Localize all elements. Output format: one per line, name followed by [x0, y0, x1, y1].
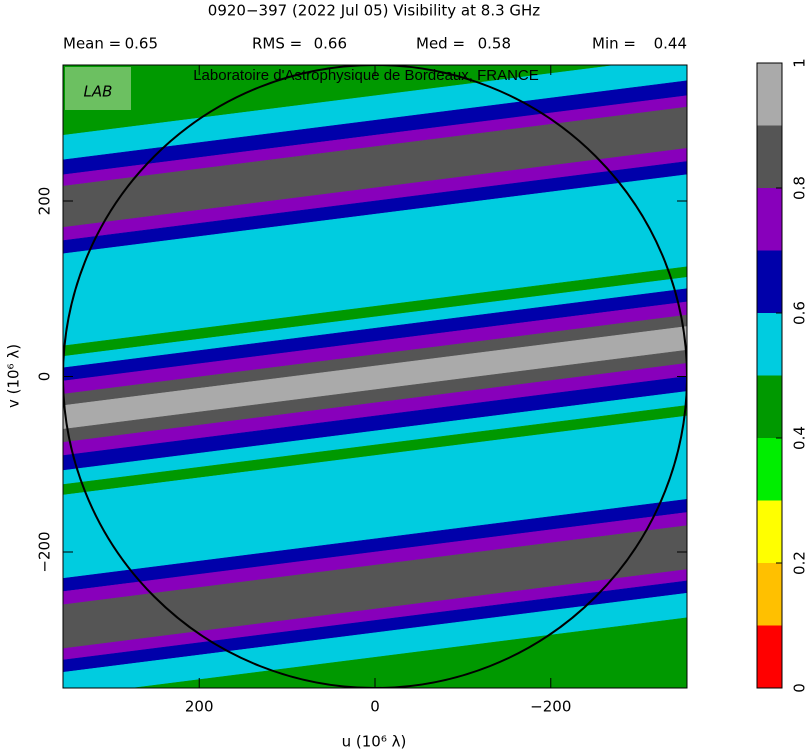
- x-axis-label: u (10⁶ λ): [342, 733, 407, 751]
- colorbar-tick-label: 1: [791, 58, 809, 68]
- colorbar-tick-label: 0: [791, 683, 809, 693]
- logo: LAB: [84, 83, 113, 101]
- x-tick-label: −200: [530, 698, 571, 716]
- y-axis-label: v (10⁶ λ): [5, 344, 23, 408]
- watermark: Laboratoire d'Astrophysique de Bordeaux,…: [193, 67, 539, 84]
- colorbar-segment: [757, 125, 782, 188]
- stat-label: Mean =: [63, 35, 121, 53]
- colorbar-frame: [756, 62, 783, 689]
- colorbar-tick-label: 0.2: [791, 551, 809, 575]
- colorbar-segment: [757, 563, 782, 626]
- stat-label: Min =: [592, 35, 636, 53]
- plot-area: LAB Laboratoire d'Astrophysique de Bordea…: [63, 65, 687, 688]
- colorbar-tick-label: 0.8: [791, 176, 809, 200]
- colorbar-segment: [757, 500, 782, 563]
- y-tick-label: 0: [36, 372, 54, 382]
- colorbar-segment: [757, 438, 782, 501]
- chart-title: 0920−397 (2022 Jul 05) Visibility at 8.3…: [208, 2, 541, 20]
- stat-value: 0.66: [314, 35, 347, 53]
- stat-value: 0.58: [478, 35, 511, 53]
- colorbar-tick-label: 0.4: [791, 426, 809, 450]
- stat-value: 0.44: [654, 35, 687, 53]
- x-tick-label: 0: [370, 698, 380, 716]
- stat-value: 0.65: [125, 35, 158, 53]
- colorbar-segment: [757, 625, 782, 688]
- colorbar-segment: [757, 188, 782, 251]
- colorbar-segment: [757, 313, 782, 376]
- y-tick-label: −200: [36, 531, 54, 572]
- x-tick-label: 200: [185, 698, 214, 716]
- stat-label: RMS =: [252, 35, 302, 53]
- colorbar-segment: [757, 250, 782, 313]
- colorbar-tick-label: 0.6: [791, 301, 809, 325]
- logo-box: [65, 67, 131, 110]
- colorbar-segment: [757, 63, 782, 126]
- colorbar-segment: [757, 375, 782, 438]
- y-tick-label: 200: [36, 187, 54, 216]
- stat-label: Med =: [416, 35, 465, 53]
